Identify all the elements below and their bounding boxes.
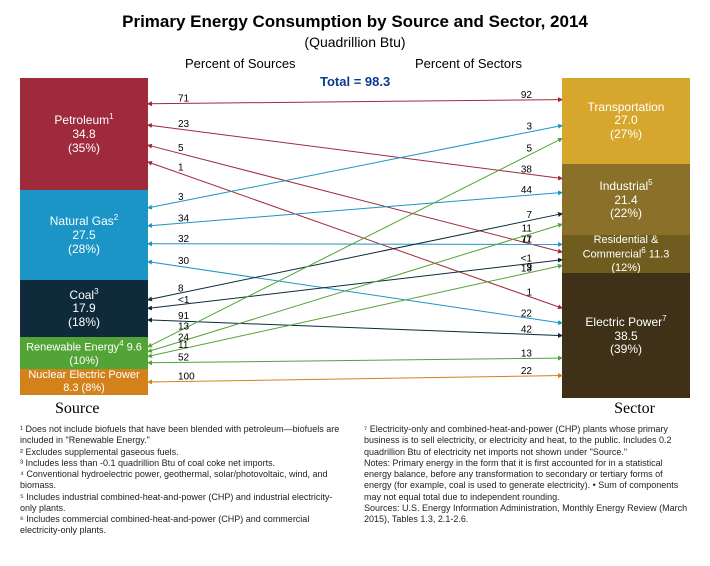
natgas-box: Natural Gas227.5(28%)	[20, 190, 148, 280]
sankey-chart: Percent of Sources Percent of Sectors To…	[20, 56, 690, 416]
svg-text:22: 22	[521, 366, 533, 377]
svg-text:11: 11	[522, 234, 533, 245]
header-percent-sectors: Percent of Sectors	[415, 56, 522, 71]
elec-box: Electric Power738.5(39%)	[562, 273, 690, 398]
svg-text:30: 30	[178, 256, 190, 267]
total-label: Total = 98.3	[320, 74, 390, 89]
svg-text:13: 13	[521, 348, 533, 359]
header-percent-sources: Percent of Sources	[185, 56, 296, 71]
footnote-line: Sources: U.S. Energy Information Adminis…	[364, 503, 690, 526]
svg-text:77: 77	[521, 234, 533, 245]
svg-text:7: 7	[526, 210, 532, 221]
svg-text:22: 22	[521, 309, 533, 320]
svg-text:13: 13	[178, 322, 190, 333]
svg-text:11: 11	[178, 340, 189, 351]
svg-text:34: 34	[178, 213, 190, 224]
svg-text:92: 92	[521, 90, 533, 101]
footnote-line: ⁵ Includes industrial combined-heat-and-…	[20, 492, 346, 515]
footnote-line: Notes: Primary energy in the form that i…	[364, 458, 690, 503]
svg-text:8: 8	[178, 284, 184, 295]
nuclear-box: Nuclear Electric Power 8.3 (8%)	[20, 369, 148, 395]
svg-text:100: 100	[178, 372, 195, 383]
coal-box: Coal317.9(18%)	[20, 280, 148, 338]
svg-text:3: 3	[178, 192, 184, 203]
axis-label-sector: Sector	[614, 400, 655, 418]
footnote-line: ⁴ Conventional hydroelectric power, geot…	[20, 469, 346, 492]
svg-text:44: 44	[521, 185, 533, 196]
axis-label-source: Source	[55, 400, 99, 418]
chart-title: Primary Energy Consumption by Source and…	[20, 12, 690, 32]
chart-subtitle: (Quadrillion Btu)	[20, 34, 690, 50]
sources-stack: Petroleum134.8(35%)Natural Gas227.5(28%)…	[20, 78, 148, 398]
svg-text:<1: <1	[178, 295, 190, 306]
svg-text:42: 42	[521, 324, 533, 335]
svg-text:9: 9	[526, 262, 532, 273]
svg-text:91: 91	[178, 311, 190, 322]
footnotes-left: ¹ Does not include biofuels that have be…	[20, 424, 346, 537]
footnote-line: ⁷ Electricity-only and combined-heat-and…	[364, 424, 690, 458]
renew-box: Renewable Energy4 9.6 (10%)	[20, 337, 148, 369]
footnote-line: ³ Includes less than -0.1 quadrillion Bt…	[20, 458, 346, 469]
sectors-stack: Transportation27.0(27%)Industrial521.4(2…	[562, 78, 690, 398]
footnote-line: ² Excludes supplemental gaseous fuels.	[20, 447, 346, 458]
svg-text:5: 5	[178, 143, 184, 154]
svg-text:24: 24	[178, 332, 190, 343]
svg-text:5: 5	[526, 144, 532, 155]
svg-text:<1: <1	[521, 253, 533, 264]
footnotes-right: ⁷ Electricity-only and combined-heat-and…	[364, 424, 690, 537]
svg-text:1: 1	[526, 288, 532, 299]
footnote-line: ¹ Does not include biofuels that have be…	[20, 424, 346, 447]
footnote-line: ⁶ Includes commercial combined-heat-and-…	[20, 514, 346, 537]
transport-box: Transportation27.0(27%)	[562, 78, 690, 164]
svg-text:11: 11	[522, 223, 533, 234]
rescom-box: Residential & Commercial6 11.3 (12%)	[562, 235, 690, 273]
svg-text:52: 52	[178, 352, 190, 363]
svg-text:32: 32	[178, 234, 190, 245]
footnotes: ¹ Does not include biofuels that have be…	[20, 424, 690, 537]
svg-text:38: 38	[521, 165, 533, 176]
svg-text:23: 23	[178, 119, 190, 130]
indust-box: Industrial521.4(22%)	[562, 164, 690, 234]
svg-text:1: 1	[178, 163, 184, 174]
petroleum-box: Petroleum134.8(35%)	[20, 78, 148, 190]
svg-text:3: 3	[526, 121, 532, 132]
svg-text:71: 71	[178, 93, 190, 104]
svg-text:13: 13	[521, 263, 533, 274]
